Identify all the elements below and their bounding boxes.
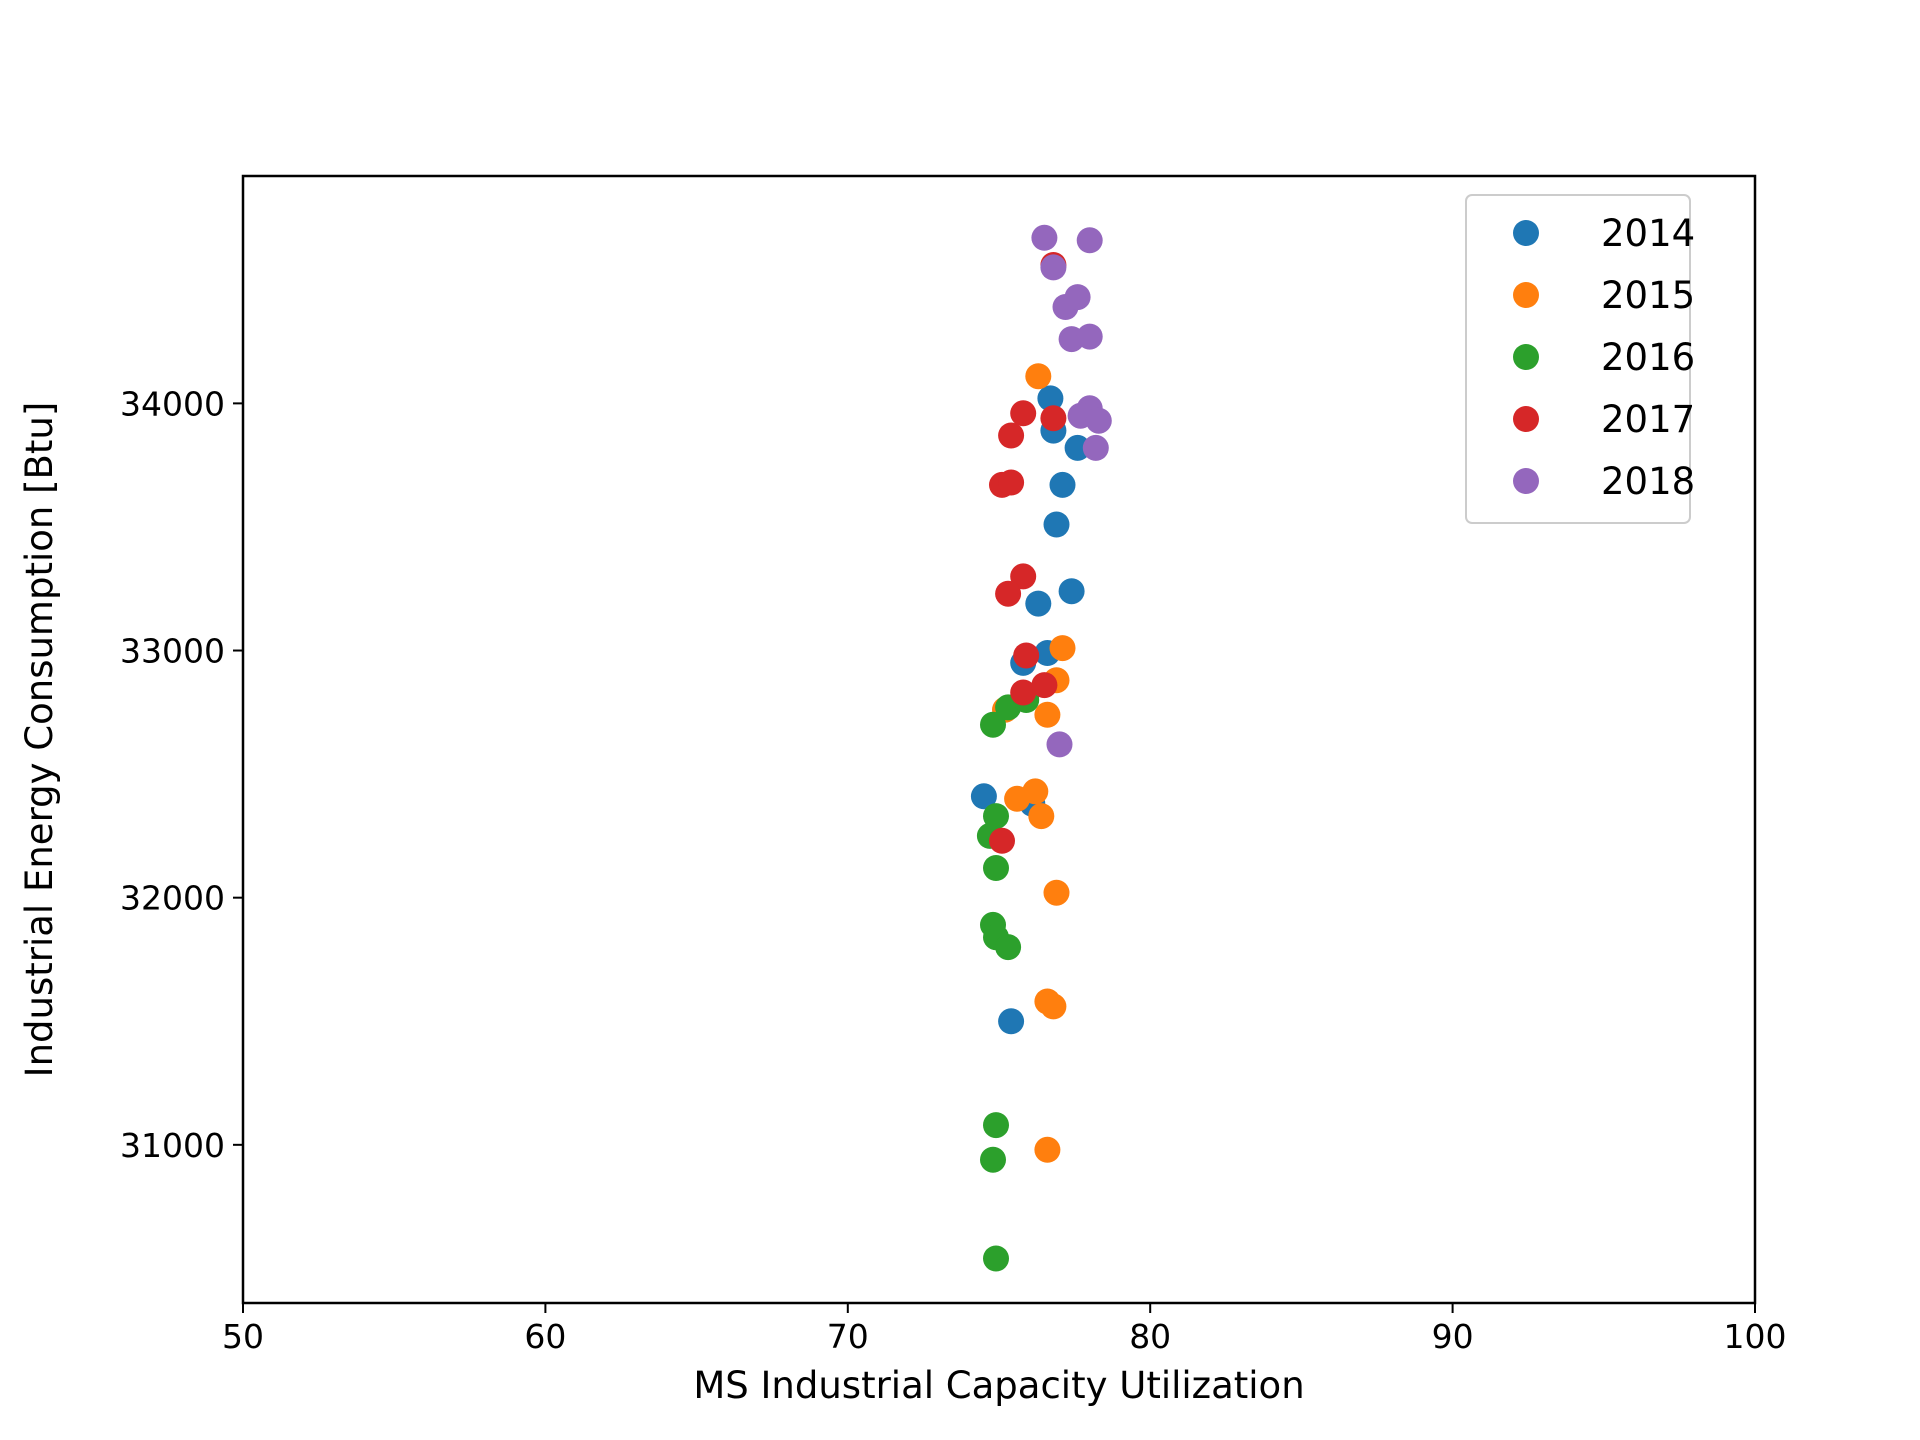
point-2014-2: [1025, 590, 1052, 617]
point-2015-1: [1049, 635, 1076, 662]
point-2018-4: [1064, 284, 1091, 311]
x-tick-label: 60: [524, 1317, 566, 1356]
points-layer: [970, 224, 1112, 1272]
legend-marker-2016: [1513, 344, 1539, 370]
point-2015-10: [1034, 1136, 1061, 1163]
point-2018-10: [1082, 434, 1109, 461]
point-2017-5: [1010, 563, 1037, 590]
legend-label-2014: 2014: [1601, 212, 1695, 255]
legend-label-2015: 2015: [1601, 274, 1695, 317]
point-2015-5: [1022, 778, 1049, 805]
x-tick-label: 70: [827, 1317, 869, 1356]
point-2018-11: [1046, 731, 1073, 758]
point-2016-4: [983, 855, 1009, 881]
point-2014-5: [1049, 471, 1076, 498]
point-2016-2: [983, 803, 1009, 830]
point-2016-7: [995, 934, 1022, 961]
point-2014-8: [1037, 385, 1064, 412]
y-tick-label: 33000: [120, 632, 225, 671]
point-2017-4: [1040, 405, 1067, 432]
point-2018-2: [1040, 254, 1067, 281]
point-2015-0: [1025, 363, 1052, 390]
y-tick-label: 31000: [120, 1126, 225, 1165]
point-2015-7: [1043, 879, 1070, 906]
point-2016-10: [983, 1245, 1009, 1272]
y-tick-label: 32000: [120, 879, 225, 918]
point-2017-3: [1010, 400, 1037, 427]
x-tick-label: 80: [1129, 1317, 1171, 1356]
x-axis: 50 60 70 80 90 100: [222, 1303, 1787, 1356]
y-tick-label: 34000: [120, 384, 225, 423]
point-2018-0: [1031, 224, 1058, 251]
x-tick-label: 100: [1724, 1317, 1787, 1356]
y-axis: 31000 32000 33000 34000: [120, 384, 243, 1165]
legend-marker-2017: [1513, 406, 1539, 432]
legend-label-2016: 2016: [1601, 336, 1695, 379]
legend-marker-2018: [1513, 468, 1539, 494]
point-2018-6: [1076, 323, 1103, 350]
point-2017-7: [1013, 642, 1040, 669]
legend-marker-2015: [1513, 282, 1539, 308]
point-2014-0: [970, 783, 997, 810]
point-2015-6: [1028, 803, 1055, 830]
point-2016-8: [983, 1112, 1009, 1139]
legend: 2014 2015 2016 2017 2018: [1465, 194, 1695, 524]
point-2014-3: [1058, 578, 1085, 605]
point-2017-6: [995, 580, 1022, 607]
point-2014-6: [1064, 434, 1091, 461]
point-2016-9: [980, 1146, 1006, 1173]
point-2018-9: [1085, 407, 1112, 434]
legend-box: [1465, 194, 1691, 524]
legend-label-2018: 2018: [1601, 460, 1695, 503]
plot-frame: [241, 174, 1757, 1305]
point-2017-1: [998, 469, 1025, 496]
point-2018-1: [1076, 227, 1103, 254]
point-2017-8: [1010, 679, 1037, 706]
x-tick-label: 90: [1432, 1317, 1474, 1356]
legend-label-2017: 2017: [1601, 398, 1695, 441]
point-2017-2: [998, 422, 1025, 449]
x-axis-label: MS Industrial Capacity Utilization: [693, 1364, 1304, 1407]
point-2015-3: [1034, 701, 1061, 728]
y-axis-label: Industrial Energy Consumption [Btu]: [18, 402, 61, 1078]
point-2015-9: [1040, 993, 1067, 1020]
point-2014-4: [1043, 511, 1070, 538]
point-2017-10: [989, 827, 1015, 854]
point-2017-9: [1031, 672, 1058, 699]
legend-marker-2014: [1513, 220, 1539, 246]
point-2014-1: [998, 1008, 1025, 1035]
x-tick-label: 50: [222, 1317, 264, 1356]
point-2016-0: [980, 711, 1006, 738]
